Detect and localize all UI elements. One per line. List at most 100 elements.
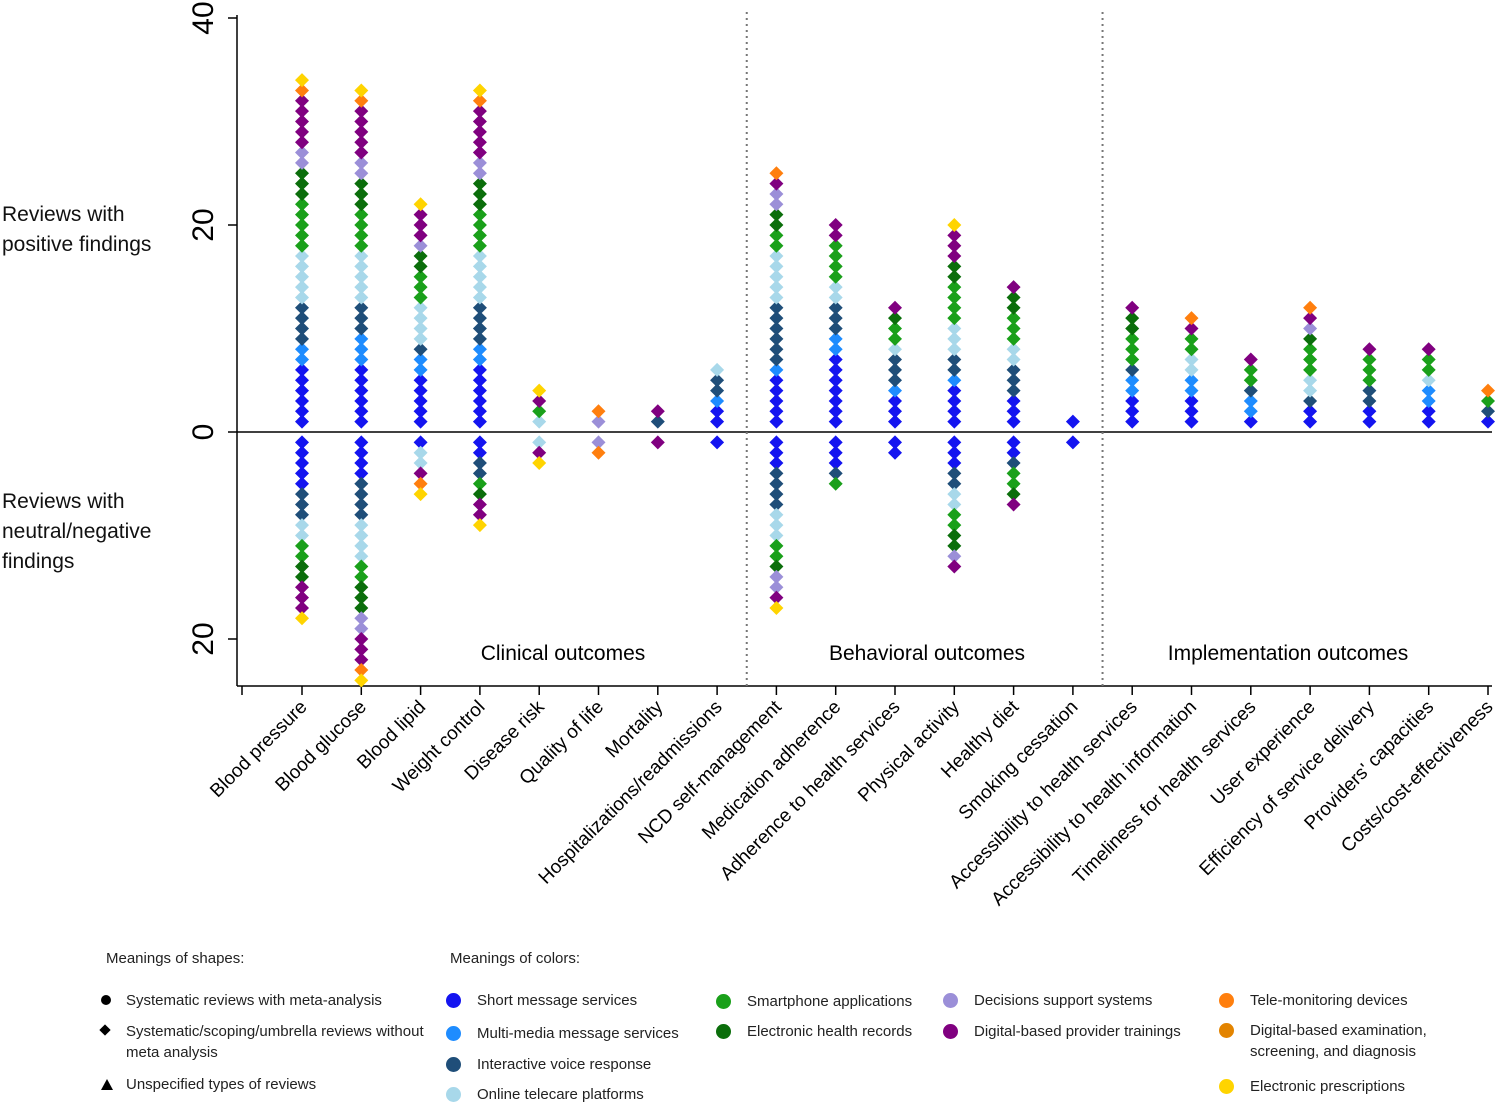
review-marker: [769, 228, 784, 243]
review-marker: [354, 259, 369, 274]
review-marker: [1243, 362, 1258, 377]
review-marker: [828, 362, 843, 377]
review-marker: [413, 321, 428, 336]
review-marker: [472, 466, 487, 481]
review-marker: [769, 218, 784, 232]
review-marker: [472, 280, 487, 295]
review-marker: [828, 238, 843, 253]
review-marker: [1006, 435, 1021, 450]
review-marker: [354, 176, 369, 191]
legend-label: Digital-based examination, screening, an…: [1250, 1022, 1427, 1060]
review-marker: [1243, 373, 1258, 388]
review-marker: [295, 435, 309, 450]
review-marker: [1243, 352, 1258, 367]
review-marker: [413, 331, 428, 346]
review-marker: [472, 487, 487, 502]
y-tick-label: 0: [187, 424, 220, 441]
review-marker: [769, 466, 784, 481]
review-marker: [413, 290, 428, 305]
review-marker: [947, 218, 962, 232]
review-marker: [354, 290, 369, 305]
review-marker: [295, 362, 309, 377]
review-marker: [947, 476, 962, 491]
review-marker: [947, 342, 962, 357]
review-marker: [413, 414, 428, 429]
review-marker: [295, 249, 309, 264]
review-marker: [947, 466, 962, 481]
review-marker: [1184, 311, 1199, 326]
review-marker: [295, 300, 309, 315]
review-marker: [1006, 321, 1021, 336]
review-marker: [295, 228, 309, 243]
review-marker: [354, 383, 369, 398]
review-marker: [472, 145, 487, 160]
legend-swatch: [1219, 993, 1234, 1008]
review-marker: [472, 404, 487, 419]
review-marker: [947, 331, 962, 346]
review-marker: [354, 580, 369, 595]
review-marker: [295, 549, 309, 564]
review-marker: [947, 538, 962, 553]
review-marker: [295, 611, 309, 626]
review-marker: [888, 300, 902, 315]
review-marker: [1243, 414, 1258, 429]
review-marker: [1065, 414, 1080, 429]
review-marker: [947, 373, 962, 388]
review-marker: [354, 487, 369, 502]
review-marker: [1303, 352, 1318, 367]
review-marker: [1006, 383, 1021, 398]
review-marker: [828, 352, 843, 367]
review-marker: [1362, 373, 1377, 388]
review-marker: [295, 342, 309, 357]
review-marker: [472, 311, 487, 326]
review-marker: [295, 269, 309, 284]
review-marker: [295, 218, 309, 232]
review-marker: [947, 311, 962, 326]
review-marker: [295, 83, 309, 98]
review-marker: [472, 124, 487, 139]
review-marker: [354, 518, 369, 533]
review-marker: [413, 466, 428, 481]
review-marker: [591, 414, 606, 429]
review-marker: [1303, 414, 1318, 429]
review-marker: [354, 642, 369, 657]
review-marker: [413, 300, 428, 315]
review-marker: [295, 445, 309, 460]
review-marker: [947, 445, 962, 460]
review-marker: [947, 507, 962, 522]
review-marker: [354, 590, 369, 605]
review-marker: [947, 404, 962, 419]
review-marker: [295, 145, 309, 160]
review-marker: [828, 456, 843, 471]
y-label-positive: Reviews with positive findings: [2, 203, 152, 256]
review-marker: [650, 404, 665, 419]
review-marker: [769, 518, 784, 533]
review-marker: [769, 280, 784, 295]
review-marker: [1006, 290, 1021, 305]
review-marker: [769, 352, 784, 367]
review-marker: [769, 435, 784, 450]
review-marker: [354, 497, 369, 512]
legend-swatch: [1219, 1023, 1234, 1038]
review-marker: [354, 249, 369, 264]
review-marker: [472, 104, 487, 119]
review-marker: [828, 311, 843, 326]
review-marker: [1421, 352, 1436, 367]
review-marker: [295, 124, 309, 139]
review-marker: [1362, 362, 1377, 377]
review-marker: [295, 259, 309, 274]
review-marker: [1006, 497, 1021, 512]
review-marker: [828, 290, 843, 305]
review-marker: [354, 197, 369, 212]
legend-label: Electronic prescriptions: [1250, 1078, 1406, 1095]
review-marker: [1184, 373, 1199, 388]
review-marker: [295, 600, 309, 615]
legend-swatch: [446, 1087, 461, 1102]
review-marker: [947, 456, 962, 471]
review-marker: [472, 207, 487, 222]
review-marker: [472, 331, 487, 346]
review-marker: [354, 114, 369, 129]
review-marker: [1125, 404, 1140, 419]
